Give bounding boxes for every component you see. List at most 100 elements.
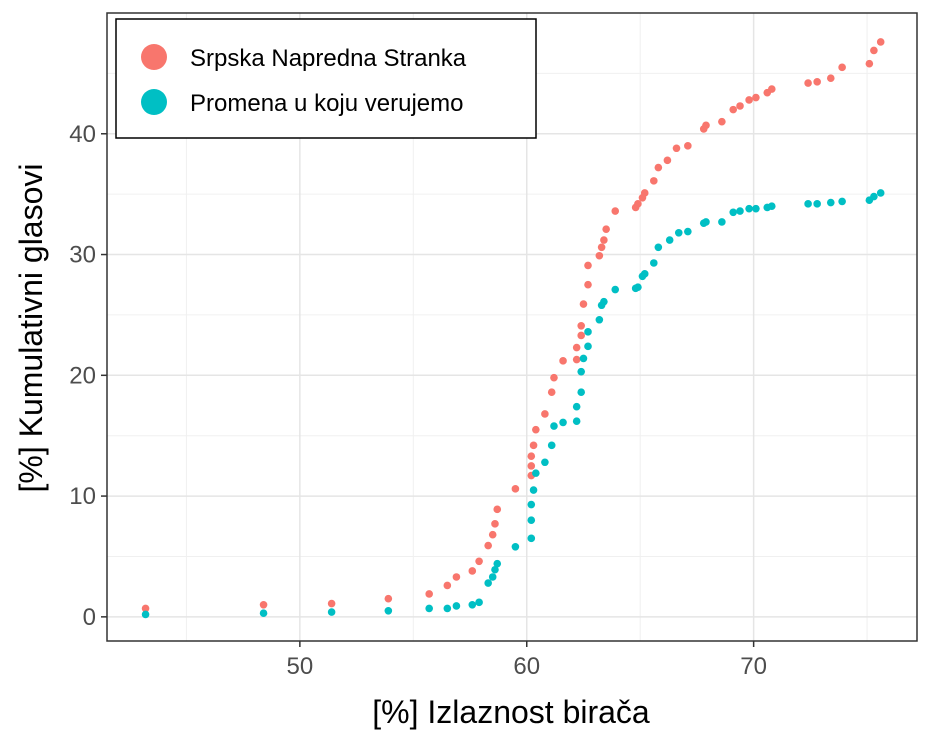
- data-point-srpska-napredna-stranka: [611, 207, 620, 215]
- data-point-promena-u-koju-verujemo: [468, 600, 477, 609]
- data-point-srpska-napredna-stranka: [259, 600, 268, 609]
- data-point-srpska-napredna-stranka: [527, 452, 536, 461]
- data-point-promena-u-koju-verujemo: [527, 534, 536, 543]
- data-point-promena-u-koju-verujemo: [718, 218, 726, 226]
- data-point-promena-u-koju-verujemo: [259, 609, 268, 618]
- data-point-srpska-napredna-stranka: [595, 251, 604, 260]
- data-point-srpska-napredna-stranka: [452, 573, 461, 581]
- data-point-promena-u-koju-verujemo: [611, 285, 620, 294]
- data-point-promena-u-koju-verujemo: [729, 208, 738, 217]
- x-axis-title: [%] Izlaznost birača: [372, 694, 650, 730]
- data-point-promena-u-koju-verujemo: [577, 367, 586, 376]
- data-point-promena-u-koju-verujemo: [141, 610, 150, 619]
- data-point-srpska-napredna-stranka: [141, 604, 150, 613]
- data-point-srpska-napredna-stranka: [577, 321, 586, 330]
- data-point-promena-u-koju-verujemo: [684, 227, 692, 236]
- data-point-srpska-napredna-stranka: [475, 557, 483, 566]
- data-point-srpska-napredna-stranka: [532, 425, 540, 434]
- data-point-promena-u-koju-verujemo: [665, 236, 674, 244]
- data-point-promena-u-koju-verujemo: [443, 604, 452, 613]
- data-point-promena-u-koju-verujemo: [550, 422, 558, 430]
- data-point-srpska-napredna-stranka: [584, 280, 592, 289]
- data-point-srpska-napredna-stranka: [493, 505, 502, 514]
- data-point-promena-u-koju-verujemo: [736, 207, 744, 215]
- y-tick-label: 20: [69, 362, 96, 389]
- data-point-promena-u-koju-verujemo: [527, 516, 536, 525]
- data-point-promena-u-koju-verujemo: [595, 315, 604, 324]
- data-point-promena-u-koju-verujemo: [584, 342, 592, 351]
- data-point-srpska-napredna-stranka: [663, 156, 672, 165]
- data-point-srpska-napredna-stranka: [634, 200, 642, 208]
- data-point-promena-u-koju-verujemo: [804, 200, 812, 208]
- data-point-srpska-napredna-stranka: [752, 93, 760, 102]
- data-point-promena-u-koju-verujemo: [384, 607, 393, 615]
- data-point-srpska-napredna-stranka: [425, 590, 433, 598]
- data-point-promena-u-koju-verujemo: [529, 486, 538, 494]
- data-point-srpska-napredna-stranka: [838, 63, 846, 72]
- x-tick-label: 60: [513, 653, 540, 680]
- data-point-promena-u-koju-verujemo: [876, 189, 885, 197]
- data-point-promena-u-koju-verujemo: [767, 202, 776, 211]
- data-point-promena-u-koju-verujemo: [559, 418, 567, 427]
- data-point-srpska-napredna-stranka: [650, 177, 658, 185]
- data-point-srpska-napredna-stranka: [484, 541, 492, 550]
- data-point-promena-u-koju-verujemo: [572, 402, 581, 411]
- data-point-promena-u-koju-verujemo: [745, 204, 753, 213]
- data-point-srpska-napredna-stranka: [488, 530, 497, 539]
- data-point-srpska-napredna-stranka: [813, 78, 821, 86]
- data-point-promena-u-koju-verujemo: [327, 608, 336, 616]
- data-point-promena-u-koju-verujemo: [452, 602, 461, 610]
- x-tick-label: 50: [287, 653, 314, 680]
- data-point-promena-u-koju-verujemo: [600, 297, 608, 306]
- legend-label-srpska-napredna-stranka: Srpska Napredna Stranka: [190, 45, 467, 72]
- legend-box: [115, 18, 537, 139]
- data-point-promena-u-koju-verujemo: [547, 441, 556, 450]
- data-point-srpska-napredna-stranka: [804, 79, 812, 87]
- data-point-srpska-napredna-stranka: [541, 410, 549, 418]
- data-point-srpska-napredna-stranka: [826, 74, 835, 83]
- data-point-promena-u-koju-verujemo: [491, 565, 499, 574]
- data-point-promena-u-koju-verujemo: [654, 243, 663, 252]
- data-point-srpska-napredna-stranka: [672, 144, 681, 153]
- data-point-promena-u-koju-verujemo: [674, 229, 683, 237]
- data-point-promena-u-koju-verujemo: [640, 270, 649, 278]
- data-point-srpska-napredna-stranka: [511, 485, 520, 493]
- data-point-srpska-napredna-stranka: [702, 121, 710, 130]
- data-point-srpska-napredna-stranka: [529, 441, 538, 450]
- y-tick-label: 10: [69, 483, 96, 510]
- data-point-promena-u-koju-verujemo: [493, 559, 502, 568]
- data-point-srpska-napredna-stranka: [550, 373, 558, 382]
- data-point-srpska-napredna-stranka: [870, 46, 878, 55]
- data-point-promena-u-koju-verujemo: [475, 598, 483, 607]
- data-point-srpska-napredna-stranka: [579, 300, 588, 308]
- data-point-promena-u-koju-verujemo: [527, 500, 536, 509]
- data-point-srpska-napredna-stranka: [640, 189, 649, 197]
- data-point-promena-u-koju-verujemo: [650, 259, 658, 267]
- data-point-srpska-napredna-stranka: [865, 59, 874, 68]
- data-point-promena-u-koju-verujemo: [838, 197, 846, 206]
- legend-key-srpska-napredna-stranka: [141, 44, 167, 70]
- data-point-srpska-napredna-stranka: [745, 96, 753, 104]
- y-axis-ticks: 0 10 20 30 40: [69, 121, 107, 631]
- data-point-srpska-napredna-stranka: [527, 462, 536, 470]
- y-axis-title: [%] Kumulativni glasovi: [13, 163, 49, 492]
- data-point-promena-u-koju-verujemo: [532, 469, 540, 477]
- x-tick-label: 70: [740, 653, 767, 680]
- data-point-srpska-napredna-stranka: [684, 142, 692, 150]
- data-point-srpska-napredna-stranka: [547, 388, 556, 397]
- data-point-promena-u-koju-verujemo: [488, 573, 497, 581]
- data-point-promena-u-koju-verujemo: [577, 388, 586, 397]
- legend-label-promena-u-koju-verujemo: Promena u koju verujemo: [190, 90, 463, 117]
- panel-border: [106, 12, 918, 642]
- data-point-srpska-napredna-stranka: [654, 163, 663, 172]
- data-point-promena-u-koju-verujemo: [813, 200, 821, 208]
- y-tick-label: 30: [69, 242, 96, 269]
- data-point-srpska-napredna-stranka: [729, 105, 738, 114]
- data-point-srpska-napredna-stranka: [597, 243, 606, 252]
- data-point-srpska-napredna-stranka: [600, 236, 608, 244]
- data-point-srpska-napredna-stranka: [736, 102, 744, 110]
- data-point-srpska-napredna-stranka: [718, 117, 726, 126]
- data-point-promena-u-koju-verujemo: [484, 579, 492, 587]
- data-point-promena-u-koju-verujemo: [702, 218, 710, 226]
